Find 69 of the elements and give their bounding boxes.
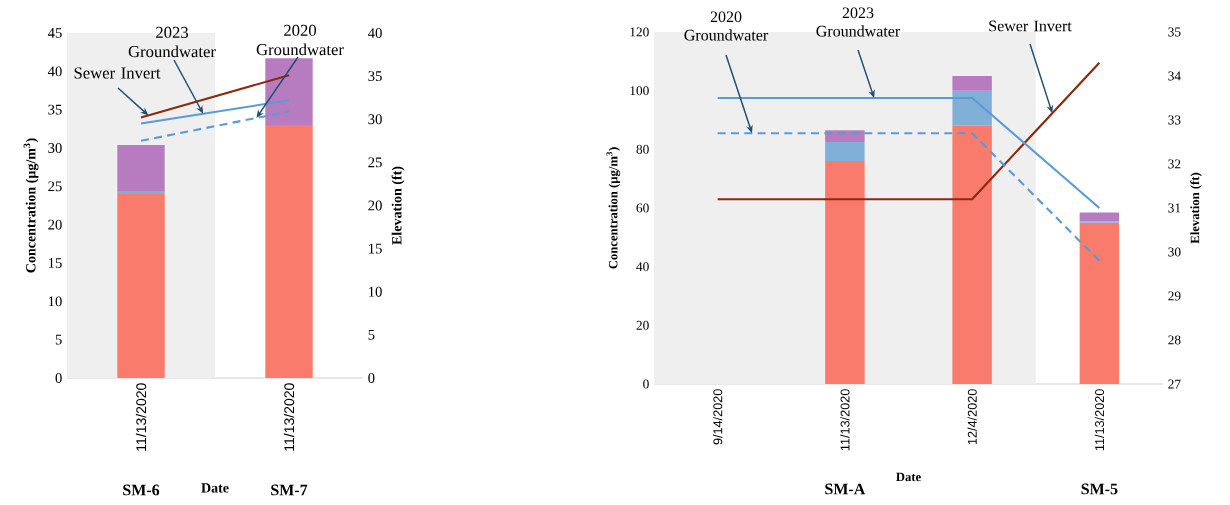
text: SM-7 — [271, 484, 308, 496]
y-tick-label: 45 — [47, 28, 62, 38]
bar — [117, 193, 165, 378]
text: 2020 Groundwater — [256, 24, 344, 56]
y2-tick-label: 20 — [368, 200, 382, 211]
text: 2020 Groundwater — [684, 11, 769, 41]
y-tick-label: 15 — [48, 258, 62, 268]
y-tick-label: 5 — [55, 334, 62, 345]
y-tick-label: 35 — [48, 104, 62, 115]
text: SM-6 — [123, 484, 160, 496]
y-tick-label: 20 — [48, 219, 62, 230]
series-label: Sewer Invert — [74, 67, 161, 79]
bar — [265, 124, 313, 378]
y2-tick-label: 25 — [368, 157, 382, 168]
y-tick-label: 20 — [636, 320, 649, 330]
bar — [825, 161, 865, 384]
y-tick-label: 30 — [48, 143, 62, 153]
y2-tick-label: 30 — [368, 114, 382, 125]
y-tick-label: 40 — [47, 66, 62, 77]
y2-tick-label: 28 — [1168, 335, 1181, 345]
y2-tick-label: 32 — [1168, 159, 1181, 169]
y2-tick-label: 29 — [1168, 291, 1181, 301]
y-tick-label: 60 — [636, 203, 649, 213]
y2-tick-label: 35 — [1168, 27, 1181, 37]
y-tick-label: 100 — [630, 86, 649, 96]
x-tick-label: 11/13/2020 — [1094, 389, 1105, 451]
bar — [952, 125, 992, 384]
y-tick-label: 40 — [636, 262, 649, 272]
text: SM-5 — [1081, 483, 1118, 495]
bar — [117, 144, 165, 192]
y-axis-title: Concentration (µg/m$^{3}$) — [23, 138, 39, 273]
x-tick-label: 11/13/2020 — [283, 383, 295, 451]
y2-tick-label: 33 — [1168, 115, 1181, 125]
x-tick-label: 12/4/2020 — [967, 389, 977, 445]
y-tick-label: 0 — [55, 373, 62, 383]
text: Sewer Invert — [989, 20, 1072, 32]
y-tick-label: 0 — [643, 379, 649, 389]
y2-tick-label: 30 — [1168, 247, 1181, 257]
y2-tick-label: 5 — [368, 329, 375, 340]
y2-tick-label: 35 — [368, 71, 382, 82]
y-axis-title: Concentration (µg/m$^{3}$) — [606, 147, 621, 269]
text: 2023 Groundwater — [816, 7, 901, 37]
y2-axis-title: Elevation (ft) — [1190, 172, 1202, 244]
y2-tick-label: 10 — [369, 286, 382, 297]
bar — [825, 141, 865, 162]
y-tick-label: 25 — [48, 181, 62, 192]
y-tick-label: 120 — [630, 27, 649, 37]
bar — [952, 75, 992, 91]
y2-tick-label: 15 — [369, 243, 382, 254]
x-tick-label: 9/14/2020 — [712, 389, 723, 445]
y-tick-label: 10 — [48, 296, 62, 307]
bar — [265, 58, 313, 125]
bar — [1079, 222, 1120, 384]
x-axis-title: Date — [201, 483, 229, 493]
y2-tick-label: 34 — [1168, 71, 1181, 81]
bar — [952, 90, 992, 126]
y2-tick-label: 40 — [368, 28, 382, 38]
x-tick-label: 11/13/2020 — [840, 389, 850, 451]
bar — [1079, 212, 1120, 222]
x-axis-title: Date — [896, 472, 921, 482]
y-tick-label: 80 — [636, 144, 649, 154]
text: SM-A — [825, 483, 866, 495]
y2-tick-label: 31 — [1168, 203, 1181, 213]
y2-tick-label: 27 — [1168, 379, 1181, 389]
y2-tick-label: 0 — [368, 373, 375, 383]
x-tick-label: 11/13/2020 — [135, 383, 147, 451]
text: 2023 Groundwater — [128, 26, 216, 58]
y2-axis-title: Elevation (ft) — [391, 166, 405, 245]
bar — [825, 130, 865, 142]
